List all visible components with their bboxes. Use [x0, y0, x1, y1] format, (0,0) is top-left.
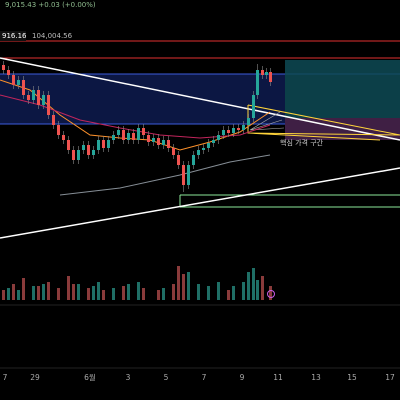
- x-axis-label: 6월: [84, 372, 96, 382]
- x-axis-label: 11: [273, 373, 283, 382]
- x-axis-label: 17: [385, 373, 395, 382]
- x-axis-label: 7: [3, 373, 8, 382]
- price-badge: [0, 31, 26, 41]
- trend-line: [0, 167, 400, 239]
- target-zone: [285, 60, 400, 118]
- x-axis-label: 13: [311, 373, 321, 382]
- x-axis-label: 5: [164, 373, 169, 382]
- price-label: 104,004.56: [32, 32, 73, 40]
- x-axis-label: 15: [347, 373, 357, 382]
- candle-up: [17, 70, 268, 185]
- volume-up: [7, 268, 259, 300]
- quote-line: 9,015.43 +0.03 (+0.00%): [5, 1, 96, 9]
- triangle-pattern: [247, 104, 400, 141]
- x-axis-label: 9: [240, 373, 245, 382]
- alert-icon: [267, 290, 275, 298]
- x-axis-label: 29: [30, 373, 40, 382]
- x-axis-label: 7: [202, 373, 207, 382]
- price-label: 916.16: [2, 32, 27, 40]
- x-axis-label: 3: [126, 373, 131, 382]
- volume-down: [2, 266, 272, 300]
- moving-average: [59, 154, 271, 196]
- zone-label: 핵심 가격 구간: [280, 138, 324, 147]
- trend-line: [0, 57, 400, 141]
